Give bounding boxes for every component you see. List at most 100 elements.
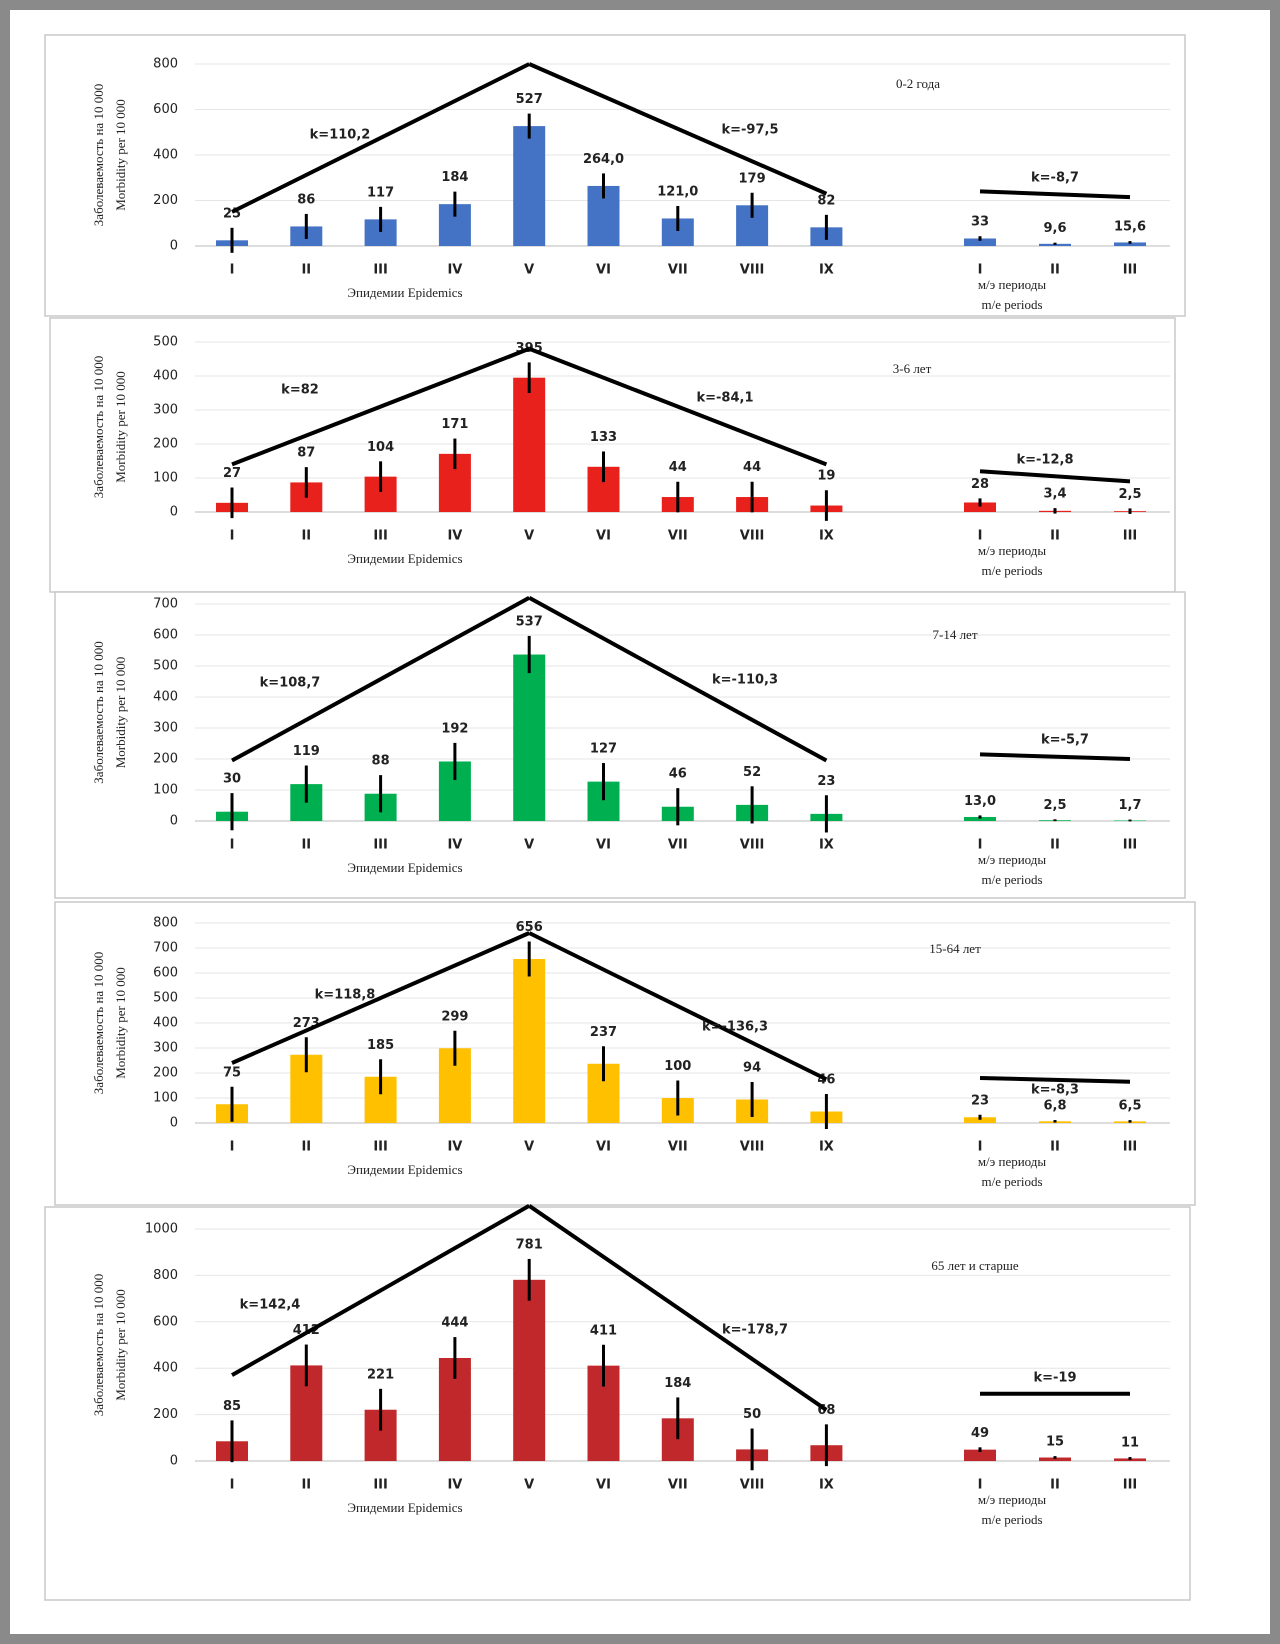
y-tick-label: 200: [153, 752, 178, 767]
trend-label: k=118,8: [315, 988, 376, 1003]
y-tick-label: 200: [153, 437, 178, 452]
y-axis-label: Morbidity per 10 000: [113, 657, 128, 769]
bar: [513, 1279, 546, 1461]
y-tick-label: 700: [153, 597, 178, 612]
x-tick-label: III: [1123, 529, 1138, 544]
trend-line: [979, 752, 1131, 761]
y-tick-label: 0: [170, 1454, 178, 1469]
x-axis-label: Эпидемии Epidemics: [347, 551, 462, 566]
x-tick-label: II: [1050, 529, 1060, 544]
x-tick-label: IX: [819, 263, 834, 278]
y-axis-label: Заболеваемость на 10 000: [91, 641, 106, 783]
value-label: 15: [1046, 1435, 1064, 1450]
y-tick-label: 0: [170, 814, 178, 829]
value-label: 46: [669, 767, 687, 782]
value-label: 117: [367, 185, 394, 200]
value-label: 171: [441, 417, 468, 432]
x-tick-label: II: [1050, 1478, 1060, 1493]
x-tick-label: VII: [668, 838, 688, 853]
trend-label: k=-5,7: [1041, 733, 1089, 748]
y-tick-label: 800: [153, 916, 178, 931]
x-tick-label: II: [1050, 1140, 1060, 1155]
value-label: 2,5: [1118, 487, 1141, 502]
y-axis-label: Заболеваемость на 10 000: [91, 952, 106, 1094]
value-label: 23: [971, 1093, 989, 1108]
value-label: 1,7: [1118, 798, 1141, 813]
y-tick-label: 400: [153, 148, 178, 163]
y-tick-label: 600: [153, 628, 178, 643]
x-tick-label: III: [373, 529, 388, 544]
y-tick-label: 700: [153, 941, 178, 956]
y-tick-label: 400: [153, 1361, 178, 1376]
x-tick-label: II: [301, 263, 311, 278]
x-tick-label: IV: [447, 529, 462, 544]
x-tick-label: IV: [447, 838, 462, 853]
y-tick-label: 0: [170, 239, 178, 254]
trend-label: k=-19: [1033, 1371, 1076, 1386]
value-label: 88: [372, 754, 390, 769]
y-axis-label: Заболеваемость на 10 000: [91, 356, 106, 498]
value-label: 2,5: [1043, 798, 1066, 813]
chart-title: 0-2 года: [896, 76, 940, 91]
value-label: 264,0: [583, 152, 624, 167]
panel: [54, 591, 1186, 899]
x-tick-label: VIII: [740, 1140, 765, 1155]
x-tick-label: I: [230, 1478, 235, 1493]
x-tick-label: VI: [596, 838, 611, 853]
y-tick-label: 200: [153, 1407, 178, 1422]
value-label: 192: [441, 721, 468, 736]
x-axis-label: m/e periods: [981, 1512, 1042, 1527]
value-label: 23: [817, 774, 835, 789]
value-label: 119: [293, 744, 320, 759]
x-tick-label: V: [524, 529, 534, 544]
trend-label: k=110,2: [310, 128, 371, 143]
x-tick-label: IX: [819, 838, 834, 853]
trend-line: [528, 346, 828, 467]
y-tick-label: 600: [153, 1314, 178, 1329]
value-label: 11: [1121, 1436, 1139, 1451]
x-axis-label: Эпидемии Epidemics: [347, 285, 462, 300]
x-axis-label: m/e periods: [981, 872, 1042, 887]
x-axis-label: m/e periods: [981, 297, 1042, 312]
x-tick-label: V: [524, 1140, 534, 1155]
y-axis-label: Morbidity per 10 000: [113, 1289, 128, 1401]
trend-line: [528, 931, 828, 1082]
value-label: 537: [516, 614, 543, 629]
value-label: 19: [817, 469, 835, 484]
trend-label: k=-84,1: [696, 391, 753, 406]
bar: [513, 377, 546, 512]
x-tick-label: VI: [596, 1478, 611, 1493]
x-tick-label: IV: [447, 263, 462, 278]
bar: [964, 502, 996, 512]
trend-line: [528, 1204, 828, 1412]
y-tick-label: 200: [153, 193, 178, 208]
bar: [513, 654, 546, 821]
bar: [964, 1117, 996, 1123]
x-tick-label: II: [301, 529, 311, 544]
x-tick-label: VIII: [740, 838, 765, 853]
y-tick-label: 400: [153, 1016, 178, 1031]
x-tick-label: I: [230, 838, 235, 853]
x-tick-label: III: [373, 1140, 388, 1155]
y-tick-label: 500: [153, 991, 178, 1006]
trend-label: k=-97,5: [721, 123, 778, 138]
trend-line: [528, 62, 828, 196]
value-label: 15,6: [1114, 220, 1146, 235]
trend-line: [231, 1204, 531, 1377]
value-label: 237: [590, 1025, 617, 1040]
x-tick-label: II: [1050, 838, 1060, 853]
x-tick-label: VIII: [740, 263, 765, 278]
value-label: 13,0: [964, 794, 996, 809]
trend-line: [979, 1076, 1131, 1084]
bar: [964, 1449, 996, 1461]
x-tick-label: I: [978, 1478, 983, 1493]
x-tick-label: VIII: [740, 529, 765, 544]
x-tick-label: I: [978, 263, 983, 278]
x-tick-label: III: [373, 838, 388, 853]
panel: [44, 34, 1186, 317]
value-label: 444: [441, 1316, 468, 1331]
trend-label: k=-136,3: [702, 1020, 768, 1035]
value-label: 49: [971, 1426, 989, 1441]
trend-line: [231, 596, 531, 763]
y-tick-label: 100: [153, 783, 178, 798]
